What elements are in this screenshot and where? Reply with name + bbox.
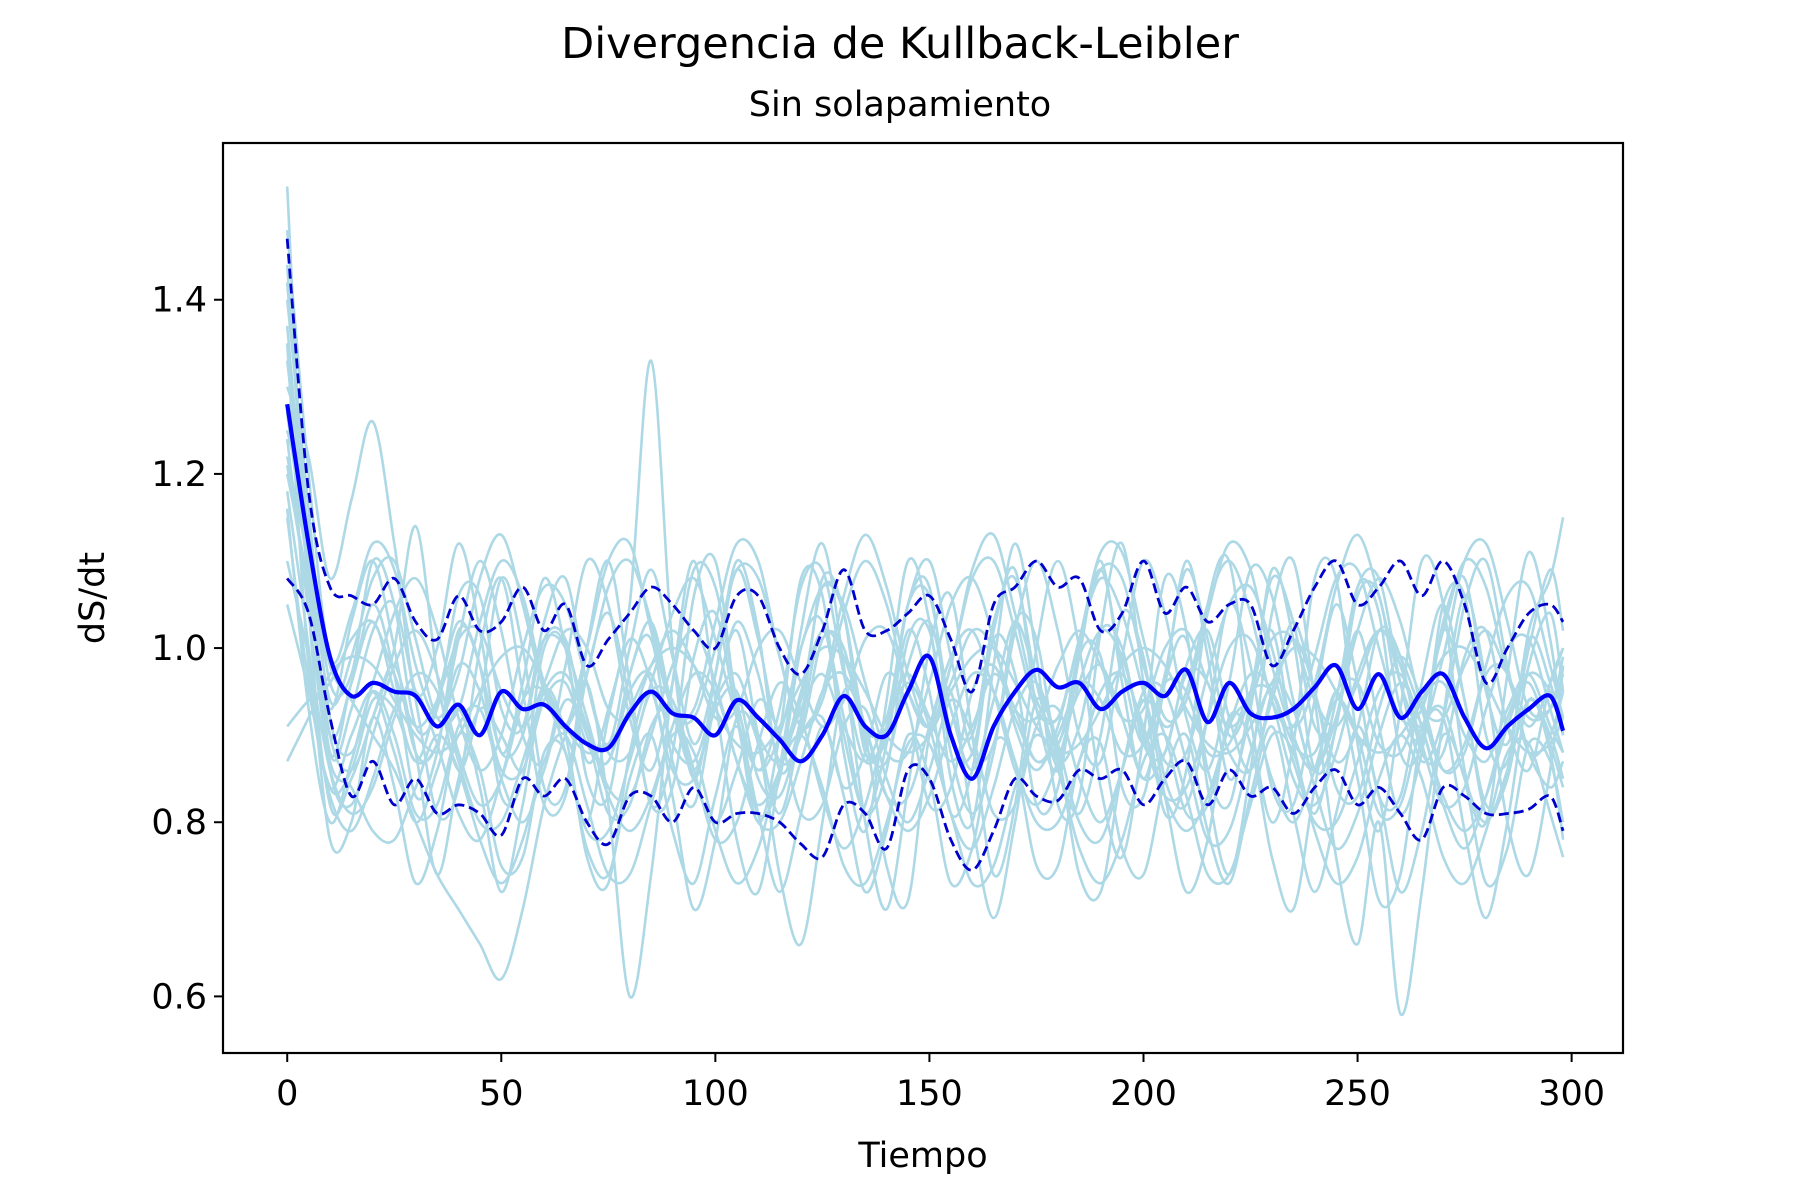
y-tick-label: 0.6: [151, 977, 207, 1017]
run-line-15: [285, 360, 1565, 730]
run-line-17: [285, 229, 1565, 730]
y-axis-label: dS/dt: [73, 552, 113, 644]
x-axis: 0 50 100 150 200 250 300: [276, 1053, 1605, 1114]
y-tick-label: 0.8: [151, 803, 207, 843]
run-line-12: [285, 412, 1565, 809]
y-tick-label: 1.0: [151, 629, 207, 669]
run-line-10: [285, 456, 1565, 1017]
lower-band-line: [286, 577, 1565, 872]
x-axis-label: Tiempo: [857, 1136, 987, 1176]
x-tick-label: 0: [276, 1074, 298, 1114]
x-tick-label: 250: [1324, 1074, 1391, 1114]
x-tick-label: 300: [1538, 1074, 1605, 1114]
chart-title: Divergencia de Kullback-Leibler: [561, 19, 1239, 69]
x-tick-label: 50: [479, 1074, 524, 1114]
run-line-18: [285, 438, 1565, 888]
mean-line-group: [285, 403, 1566, 781]
run-line-1: [285, 186, 1565, 876]
plot-frame: [221, 141, 1625, 1055]
run-line-22: [285, 264, 1565, 773]
chart-subtitle: Sin solapamiento: [749, 85, 1051, 125]
mean-line: [285, 403, 1566, 781]
run-line-21: [285, 508, 1565, 825]
y-axis: 0.6 0.8 1.0 1.2 1.4: [151, 281, 223, 1017]
std-band-lines: [285, 238, 1565, 872]
y-tick-label: 1.2: [151, 455, 207, 495]
run-lines: [285, 186, 1565, 1017]
x-tick-label: 100: [682, 1074, 749, 1114]
y-tick-label: 1.4: [151, 281, 207, 321]
x-tick-label: 150: [896, 1074, 963, 1114]
x-tick-label: 200: [1110, 1074, 1177, 1114]
run-line-14: [285, 560, 1565, 833]
